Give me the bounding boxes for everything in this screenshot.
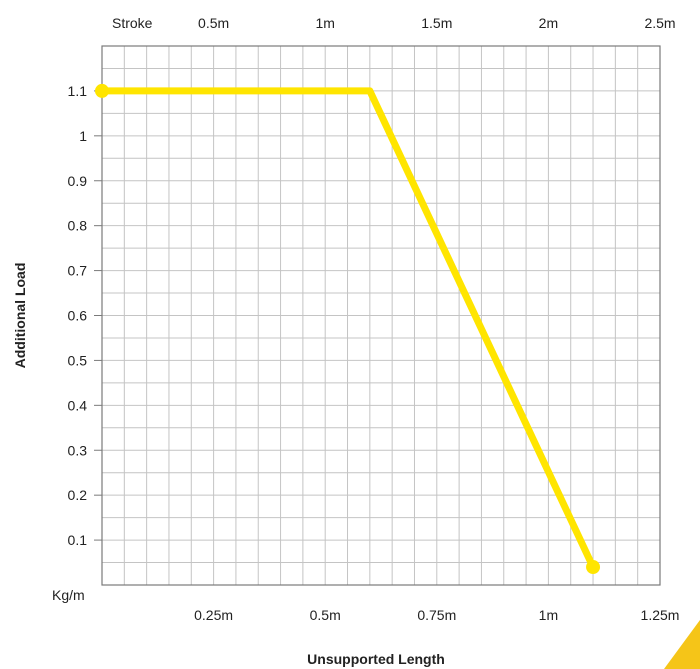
top-tick-label: 0.5m	[198, 15, 229, 31]
y-tick-label: 0.2	[68, 487, 88, 503]
series-line	[98, 87, 597, 571]
y-tick-label: 0.8	[68, 218, 88, 234]
grid	[102, 46, 660, 585]
x-tick-label: 1.25m	[641, 607, 680, 623]
y-tick-labels: 0.1 0.2 0.3 0.4 0.5 0.6 0.7 0.8 0.9 1 1.1	[68, 83, 102, 548]
y-axis-title: Additional Load	[12, 263, 28, 369]
y-tick-label: 0.3	[68, 442, 88, 458]
series-endpoint-marker	[95, 83, 109, 98]
x-tick-labels: 0.25m 0.5m 0.75m 1m 1.25m	[194, 607, 679, 623]
y-tick-label: 0.4	[68, 397, 88, 413]
x-tick-label: 1m	[539, 607, 558, 623]
top-tick-labels: 0.5m 1m 1.5m 2m 2.5m	[198, 15, 676, 31]
y-tick-label: 1	[79, 128, 87, 144]
series-group	[95, 83, 601, 575]
x-tick-label: 0.25m	[194, 607, 233, 623]
x-tick-label: 0.75m	[417, 607, 456, 623]
top-tick-label: 2m	[539, 15, 558, 31]
x-axis-title: Unsupported Length	[307, 651, 445, 667]
y-tick-label: 1.1	[68, 83, 88, 99]
y-tick-label: 0.7	[68, 263, 88, 279]
y-tick-label: 0.5	[68, 352, 88, 368]
top-tick-label: 1.5m	[421, 15, 452, 31]
top-tick-label: 2.5m	[644, 15, 675, 31]
top-axis-label: Stroke	[112, 15, 153, 31]
x-tick-label: 0.5m	[310, 607, 341, 623]
y-tick-label: 0.1	[68, 532, 88, 548]
corner-accent	[664, 620, 700, 669]
series-endpoint-marker	[586, 560, 601, 575]
y-tick-label: 0.6	[68, 308, 88, 324]
y-unit-label: Kg/m	[52, 587, 85, 603]
top-tick-label: 1m	[315, 15, 334, 31]
y-tick-label: 0.9	[68, 173, 88, 189]
